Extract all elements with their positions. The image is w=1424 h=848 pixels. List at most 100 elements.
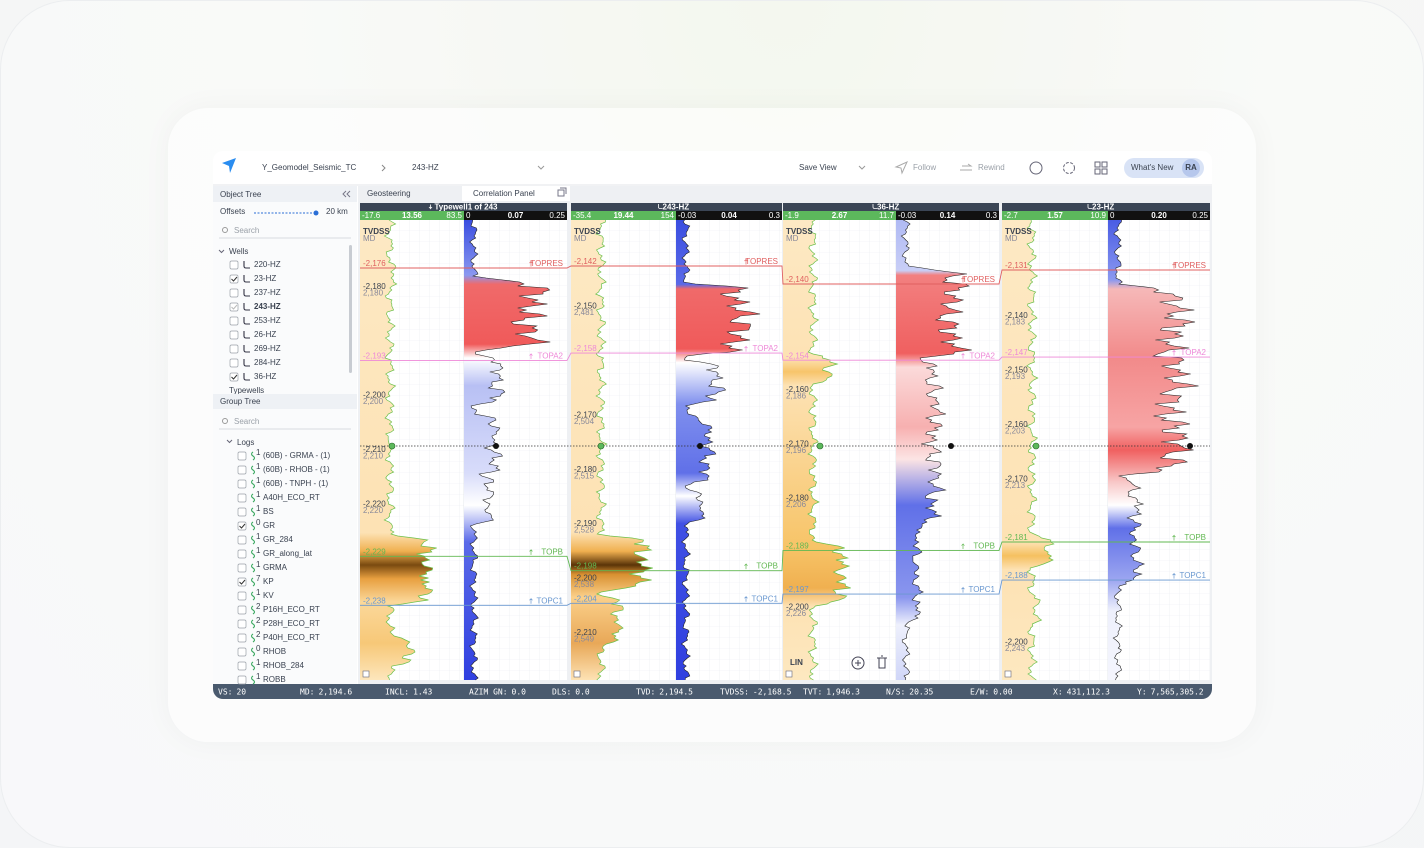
log-name[interactable]: GR_along_lat xyxy=(263,549,313,558)
top-name[interactable]: TOPRES xyxy=(962,275,995,284)
checkbox[interactable] xyxy=(237,563,247,573)
checkbox[interactable] xyxy=(237,619,247,629)
log-name[interactable]: P16H_ECO_RT xyxy=(263,605,320,614)
track-settings[interactable] xyxy=(362,670,370,678)
group-search-input[interactable]: Search xyxy=(234,417,259,426)
tab-active[interactable]: Correlation Panel xyxy=(473,189,535,198)
log-name[interactable]: P28H_ECO_RT xyxy=(263,619,320,628)
checkmark[interactable] xyxy=(231,276,238,282)
log-name[interactable]: P40H_ECO_RT xyxy=(263,633,320,642)
log-name[interactable]: A40H_ECO_RT xyxy=(263,493,320,502)
checkbox[interactable] xyxy=(237,535,247,545)
settings-icon[interactable] xyxy=(1063,162,1075,174)
top-name[interactable]: TOPC1 xyxy=(751,594,778,603)
project-name[interactable]: Y_Geomodel_Seismic_TC xyxy=(262,163,356,172)
wells-chevron[interactable] xyxy=(218,249,225,254)
top-name[interactable]: TOPB xyxy=(1184,533,1206,542)
checkmark[interactable] xyxy=(231,304,238,310)
checkmark[interactable] xyxy=(231,374,238,380)
log-name[interactable]: GRMA xyxy=(263,563,288,572)
well-name[interactable]: 26-HZ xyxy=(254,330,276,339)
panel-title[interactable]: 243-HZ xyxy=(663,202,690,211)
checkbox[interactable] xyxy=(237,675,247,685)
well-name[interactable]: 284-HZ xyxy=(254,358,281,367)
layout-icon[interactable] xyxy=(1094,161,1108,175)
well-chevron[interactable] xyxy=(537,165,545,170)
checkbox[interactable] xyxy=(237,451,247,461)
log-name[interactable]: ROBB xyxy=(263,675,286,684)
checkbox[interactable] xyxy=(229,316,239,326)
top-name[interactable]: TOPB xyxy=(541,547,563,556)
top-name[interactable]: TOPA2 xyxy=(1181,348,1207,357)
search-input[interactable]: Search xyxy=(234,226,259,235)
log-name[interactable]: BS xyxy=(263,507,274,516)
checkbox[interactable] xyxy=(229,288,239,298)
well-name[interactable]: 237-HZ xyxy=(254,288,281,297)
well-name[interactable]: 23-HZ xyxy=(254,274,276,283)
offsets-handle[interactable] xyxy=(313,210,319,216)
checkbox[interactable] xyxy=(237,479,247,489)
tab[interactable]: Geosteering xyxy=(367,189,411,198)
save-chevron[interactable] xyxy=(858,165,866,170)
track-settings[interactable] xyxy=(785,670,793,678)
top-name[interactable]: TOPB xyxy=(973,542,995,551)
add-icon[interactable] xyxy=(851,656,865,670)
whats-new[interactable]: What's New xyxy=(1131,163,1174,172)
checkbox[interactable] xyxy=(237,521,247,531)
well-select[interactable]: 243-HZ xyxy=(412,163,439,172)
checkmark[interactable] xyxy=(239,523,246,529)
checkbox[interactable] xyxy=(237,507,247,517)
logs-group[interactable]: Logs xyxy=(237,438,254,447)
panel-title[interactable]: 23-HZ xyxy=(1092,202,1114,211)
delete-icon[interactable] xyxy=(877,655,887,669)
well-name[interactable]: 269-HZ xyxy=(254,344,281,353)
checkbox[interactable] xyxy=(229,274,239,284)
rewind-icon[interactable] xyxy=(960,163,973,171)
checkbox[interactable] xyxy=(237,465,247,475)
log-name[interactable]: RHOB_284 xyxy=(263,661,304,670)
checkbox[interactable] xyxy=(229,358,239,368)
save-view[interactable]: Save View xyxy=(799,163,837,172)
checkbox[interactable] xyxy=(229,344,239,354)
checkbox[interactable] xyxy=(229,372,239,382)
panel-title[interactable]: Typewell1 of 243 xyxy=(435,202,499,211)
top-name[interactable]: TOPC1 xyxy=(1179,571,1206,580)
checkbox[interactable] xyxy=(229,260,239,270)
log-name[interactable]: GR_284 xyxy=(263,535,293,544)
checkbox[interactable] xyxy=(237,633,247,643)
well-name[interactable]: 253-HZ xyxy=(254,316,281,325)
top-name[interactable]: TOPRES xyxy=(1173,261,1206,270)
top-name[interactable]: TOPC1 xyxy=(968,585,995,594)
top-name[interactable]: TOPRES xyxy=(745,257,778,266)
log-name[interactable]: KP xyxy=(263,577,274,586)
typewells-group[interactable]: Typewells xyxy=(229,386,264,395)
log-name[interactable]: (60B) - GRMA - (1) xyxy=(263,451,330,460)
checkbox[interactable] xyxy=(229,302,239,312)
add-plus[interactable] xyxy=(855,660,861,666)
scrollbar[interactable] xyxy=(349,245,352,373)
log-name[interactable]: GR xyxy=(263,521,275,530)
log-name[interactable]: KV xyxy=(263,591,274,600)
comments-icon[interactable] xyxy=(1029,161,1043,175)
checkmark[interactable] xyxy=(239,579,246,585)
wells-group[interactable]: Wells xyxy=(229,247,248,256)
track-settings[interactable] xyxy=(1004,670,1012,678)
checkbox[interactable] xyxy=(229,330,239,340)
top-name[interactable]: TOPA2 xyxy=(538,352,564,361)
checkbox[interactable] xyxy=(237,661,247,671)
top-name[interactable]: TOPC1 xyxy=(536,596,563,605)
follow-button[interactable]: Follow xyxy=(913,163,936,172)
avatar[interactable] xyxy=(1182,159,1200,177)
checkbox[interactable] xyxy=(237,605,247,615)
collapse-icon[interactable] xyxy=(342,190,351,198)
top-name[interactable]: TOPA2 xyxy=(970,351,996,360)
log-name[interactable]: (60B) - TNPH - (1) xyxy=(263,479,329,488)
well-name[interactable]: 243-HZ xyxy=(254,302,281,311)
checkbox[interactable] xyxy=(237,591,247,601)
popout-icon[interactable] xyxy=(557,187,567,197)
follow-icon[interactable] xyxy=(894,160,909,175)
top-name[interactable]: TOPRES xyxy=(530,259,563,268)
logs-chevron[interactable] xyxy=(226,439,233,444)
log-name[interactable]: RHOB xyxy=(263,647,286,656)
log-name[interactable]: (60B) - RHOB - (1) xyxy=(263,465,330,474)
